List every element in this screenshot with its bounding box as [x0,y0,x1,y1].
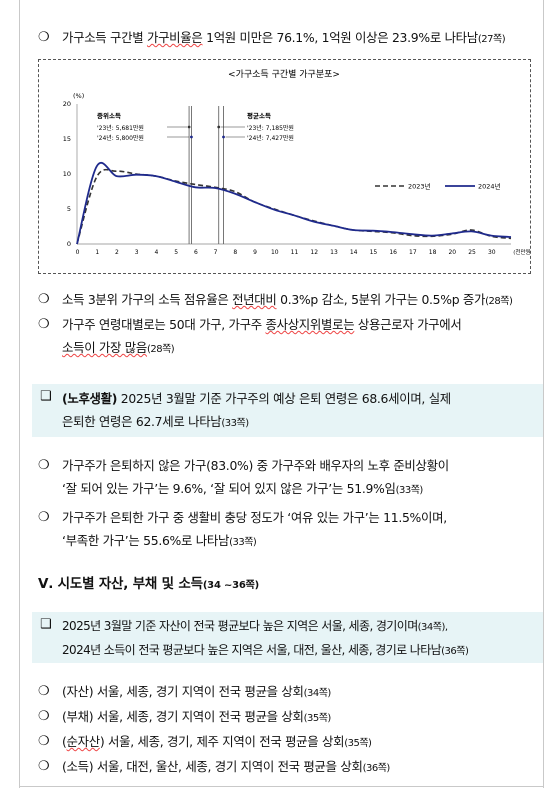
x-tick-label: 4 [154,249,158,256]
median-annotation-title: 중위소득 [97,111,121,120]
median-annotation-2023: '23년: 5,681만원 [97,124,144,132]
bullet-income-ratio: ❍ 가구소득 구간별 가구비율은 1억원 미만은 76.1%, 1억원 이상은 … [38,26,548,51]
bullet-income-region: ❍ (소득) 서울, 대전, 울산, 세종, 경기 지역이 전국 평균을 상회(… [38,755,548,780]
series-line-2024년 [76,161,512,245]
circle-bullet-icon: ❍ [38,684,50,699]
section-heading: Ⅴ. 시도별 자산, 부채 및 소득(34 ~36쪽) [38,576,260,592]
circle-bullet-icon: ❍ [38,709,50,724]
x-tick-label: 2 [115,249,119,256]
bullet-assets: ❍ (자산) 서울, 세종, 경기 지역이 전국 평균을 상회(34쪽) [38,680,548,705]
circle-bullet-icon: ❍ [38,30,50,45]
x-tick-label: 7 [214,249,218,256]
series-line-2023년 [76,168,512,245]
square-bullet-icon: ❑ [40,389,52,404]
y-tick-label: 20 [63,100,71,108]
page-border-left [19,0,20,788]
y-tick-label: 5 [67,205,71,213]
y-axis-label: (%) [73,92,84,100]
x-tick-label: 5 [174,249,178,256]
chart-title: <가구소득 구간별 가구분포> [228,69,340,80]
mean-marker-2024 [222,135,225,139]
median-annotation-2024: '24년: 5,800만원 [97,134,144,142]
bullet-income-share: ❍ 소득 3분위 가구의 소득 점유율은 전년대비 0.3%p 감소, 5분위 … [38,288,548,313]
circle-bullet-icon: ❍ [38,458,50,473]
bullet-net-assets: ❍ (순자산) 서울, 세종, 경기, 제주 지역이 전국 평균을 상회(35쪽… [38,730,548,755]
summary-box-retirement: ❑ (노후생활) 2025년 3월말 기준 가구주의 예상 은퇴 연령은 68.… [32,384,543,437]
median-marker-2024 [190,135,193,139]
page-border-right [543,0,544,788]
x-tick-label: 13 [330,249,338,256]
x-tick-label: 18 [429,249,437,256]
mean-annotation-title: 평균소득 [247,111,271,120]
bullet-age-group: ❍ 가구주 연령대별로는 50대 가구, 가구주 종사상지위별로는 상용근로자 … [38,313,548,361]
circle-bullet-icon: ❍ [38,759,50,774]
legend-label-2024: 2024년 [478,182,501,191]
x-tick-label: 1 [95,249,99,256]
x-tick-label: 16 [389,249,397,256]
x-axis-label: (천만원) [513,248,530,256]
y-tick-label: 10 [63,170,71,178]
median-marker-2023 [187,125,191,129]
page-border-bottom [19,786,544,787]
x-tick-label: 25 [468,249,476,256]
x-tick-label: 10 [271,249,279,256]
mean-marker-2023 [217,125,221,129]
x-tick-label: 8 [233,249,237,256]
y-tick-label: 0 [67,240,71,248]
x-tick-label: 15 [370,249,378,256]
x-tick-label: 12 [310,249,318,256]
x-tick-label: 17 [409,249,417,256]
x-tick-label: 11 [291,249,299,256]
circle-bullet-icon: ❍ [38,734,50,749]
circle-bullet-icon: ❍ [38,510,50,525]
x-tick-label: 14 [350,249,358,256]
mean-annotation-2023: '23년: 7,185만원 [247,124,294,132]
x-tick-label: 3 [135,249,139,256]
y-tick-label: 15 [63,135,71,143]
square-bullet-icon: ❑ [40,617,52,632]
x-tick-label: 0 [76,249,80,256]
x-tick-label: 30 [488,249,496,256]
legend-label-2023: 2023년 [408,182,431,191]
x-tick-label: 20 [448,249,456,256]
bullet-retirement-prep: ❍ 가구주가 은퇴하지 않은 가구(83.0%) 중 가구주와 배우자의 노후 … [38,454,548,502]
x-tick-label: 9 [253,249,257,256]
circle-bullet-icon: ❍ [38,317,50,332]
mean-annotation-2024: '24년: 7,427만원 [247,134,294,142]
summary-box-regional: ❑ 2025년 3월말 기준 자산이 전국 평균보다 높은 지역은 서울, 세종… [32,612,543,663]
circle-bullet-icon: ❍ [38,292,50,307]
x-tick-label: 6 [194,249,198,256]
bullet-living-cost: ❍ 가구주가 은퇴한 가구 중 생활비 충당 정도가 ‘여유 있는 가구’는 1… [38,506,548,554]
bullet-liabilities: ❍ (부채) 서울, 세종, 경기 지역이 전국 평균을 상회(35쪽) [38,705,548,730]
